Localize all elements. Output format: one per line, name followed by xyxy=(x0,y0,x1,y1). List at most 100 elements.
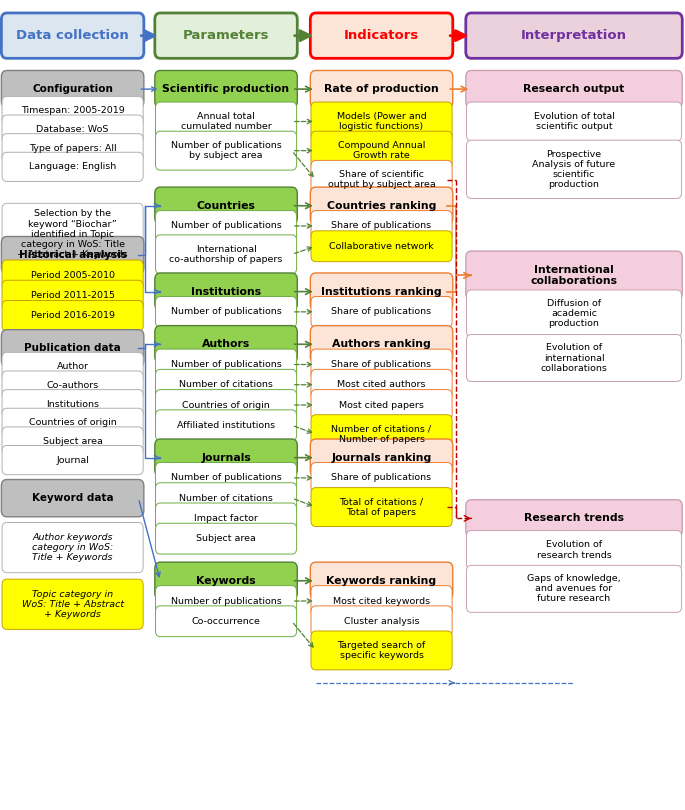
Text: Subject area: Subject area xyxy=(42,437,103,446)
Text: Author keywords
category in WoS:
Title + Keywords: Author keywords category in WoS: Title +… xyxy=(32,533,113,562)
FancyBboxPatch shape xyxy=(1,330,144,367)
FancyBboxPatch shape xyxy=(2,390,143,419)
Text: Journals ranking: Journals ranking xyxy=(332,453,432,463)
Text: Historical analysis: Historical analysis xyxy=(18,250,127,260)
FancyBboxPatch shape xyxy=(155,586,297,616)
Text: Keywords: Keywords xyxy=(196,576,256,586)
FancyBboxPatch shape xyxy=(155,369,297,400)
Text: Authors: Authors xyxy=(202,339,250,349)
FancyBboxPatch shape xyxy=(155,503,297,534)
Text: Institutions ranking: Institutions ranking xyxy=(321,287,442,296)
Text: Number of publications
by subject area: Number of publications by subject area xyxy=(171,141,282,160)
FancyBboxPatch shape xyxy=(2,427,143,456)
Text: Compound Annual
Growth rate: Compound Annual Growth rate xyxy=(338,141,425,160)
FancyBboxPatch shape xyxy=(1,237,144,274)
FancyBboxPatch shape xyxy=(155,562,297,599)
Text: Number of publications: Number of publications xyxy=(171,473,282,483)
Text: Institutions: Institutions xyxy=(191,287,261,296)
FancyBboxPatch shape xyxy=(311,415,452,454)
FancyBboxPatch shape xyxy=(466,531,682,569)
FancyBboxPatch shape xyxy=(311,586,452,616)
Text: Number of publications: Number of publications xyxy=(171,596,282,606)
Text: Research trends: Research trends xyxy=(524,514,624,523)
Text: Number of citations: Number of citations xyxy=(179,380,273,390)
FancyBboxPatch shape xyxy=(466,335,682,382)
FancyBboxPatch shape xyxy=(2,371,143,400)
Text: Selection by the
keyword “Biochar”
identified in Topic
category in WoS: Title
+ : Selection by the keyword “Biochar” ident… xyxy=(17,210,128,258)
Text: Timespan: 2005-2019: Timespan: 2005-2019 xyxy=(21,106,125,116)
Text: Co-authors: Co-authors xyxy=(47,381,99,390)
FancyBboxPatch shape xyxy=(155,70,297,108)
FancyBboxPatch shape xyxy=(155,102,297,141)
FancyBboxPatch shape xyxy=(155,326,297,363)
FancyBboxPatch shape xyxy=(311,211,452,241)
Text: Period 2016-2019: Period 2016-2019 xyxy=(31,311,114,321)
Text: Scientific production: Scientific production xyxy=(162,84,290,94)
FancyBboxPatch shape xyxy=(155,131,297,170)
Text: Number of publications: Number of publications xyxy=(171,360,282,369)
FancyBboxPatch shape xyxy=(1,70,144,108)
FancyBboxPatch shape xyxy=(2,408,143,437)
FancyBboxPatch shape xyxy=(155,273,297,310)
FancyBboxPatch shape xyxy=(466,565,682,612)
Text: Data collection: Data collection xyxy=(16,29,129,42)
Text: Publication data: Publication data xyxy=(24,343,121,353)
FancyBboxPatch shape xyxy=(466,70,682,108)
FancyBboxPatch shape xyxy=(311,160,452,199)
FancyBboxPatch shape xyxy=(155,463,297,493)
Text: Share of publications: Share of publications xyxy=(332,473,432,483)
Text: Share of publications: Share of publications xyxy=(332,360,432,369)
FancyBboxPatch shape xyxy=(155,235,297,274)
FancyBboxPatch shape xyxy=(310,562,453,599)
Text: Evolution of
research trends: Evolution of research trends xyxy=(536,540,612,560)
Text: Total of citations /
Total of papers: Total of citations / Total of papers xyxy=(340,497,423,517)
FancyBboxPatch shape xyxy=(310,273,453,310)
FancyBboxPatch shape xyxy=(466,500,682,537)
Text: Number of publications: Number of publications xyxy=(171,221,282,231)
FancyBboxPatch shape xyxy=(155,13,297,58)
Text: Impact factor: Impact factor xyxy=(194,514,258,523)
Text: Topic category in
WoS: Title + Abstract
+ Keywords: Topic category in WoS: Title + Abstract … xyxy=(21,590,124,619)
Text: Keyword data: Keyword data xyxy=(32,493,114,503)
FancyBboxPatch shape xyxy=(2,579,143,629)
Text: Author: Author xyxy=(57,362,88,372)
Text: Evolution of
international
collaborations: Evolution of international collaboration… xyxy=(540,343,608,373)
FancyBboxPatch shape xyxy=(311,390,452,420)
FancyBboxPatch shape xyxy=(155,390,297,420)
FancyBboxPatch shape xyxy=(310,70,453,108)
FancyBboxPatch shape xyxy=(310,326,453,363)
Text: Research output: Research output xyxy=(523,84,625,94)
Text: Evolution of total
scientific output: Evolution of total scientific output xyxy=(534,112,614,131)
Text: Prospective
Analysis of future
scientific
production: Prospective Analysis of future scientifi… xyxy=(532,150,616,189)
FancyBboxPatch shape xyxy=(155,296,297,327)
FancyBboxPatch shape xyxy=(2,152,143,181)
FancyBboxPatch shape xyxy=(311,296,452,327)
Text: Models (Power and
logistic functions): Models (Power and logistic functions) xyxy=(336,112,427,131)
Text: Gaps of knowledge,
and avenues for
future research: Gaps of knowledge, and avenues for futur… xyxy=(527,574,621,603)
Text: Keywords ranking: Keywords ranking xyxy=(327,576,436,586)
Text: Share of scientific
output by subject area: Share of scientific output by subject ar… xyxy=(327,170,436,190)
FancyBboxPatch shape xyxy=(2,280,143,311)
Text: Targeted search of
specific keywords: Targeted search of specific keywords xyxy=(338,641,425,660)
Text: Subject area: Subject area xyxy=(196,534,256,544)
Text: Share of publications: Share of publications xyxy=(332,221,432,231)
FancyBboxPatch shape xyxy=(311,463,452,493)
Text: Most cited papers: Most cited papers xyxy=(339,400,424,410)
Text: Number of publications: Number of publications xyxy=(171,307,282,317)
FancyBboxPatch shape xyxy=(2,352,143,382)
FancyBboxPatch shape xyxy=(311,102,452,141)
FancyBboxPatch shape xyxy=(155,349,297,380)
FancyBboxPatch shape xyxy=(2,134,143,163)
FancyBboxPatch shape xyxy=(2,260,143,291)
Text: Countries ranking: Countries ranking xyxy=(327,201,436,211)
FancyBboxPatch shape xyxy=(310,13,453,58)
FancyBboxPatch shape xyxy=(466,102,682,141)
Text: Journals: Journals xyxy=(201,453,251,463)
FancyBboxPatch shape xyxy=(311,488,452,526)
FancyBboxPatch shape xyxy=(1,480,144,517)
Text: Type of papers: All: Type of papers: All xyxy=(29,143,116,153)
Text: Period 2011-2015: Period 2011-2015 xyxy=(31,291,114,301)
FancyBboxPatch shape xyxy=(311,631,452,670)
Text: Number of citations /
Number of papers: Number of citations / Number of papers xyxy=(332,424,432,444)
FancyBboxPatch shape xyxy=(310,439,453,476)
